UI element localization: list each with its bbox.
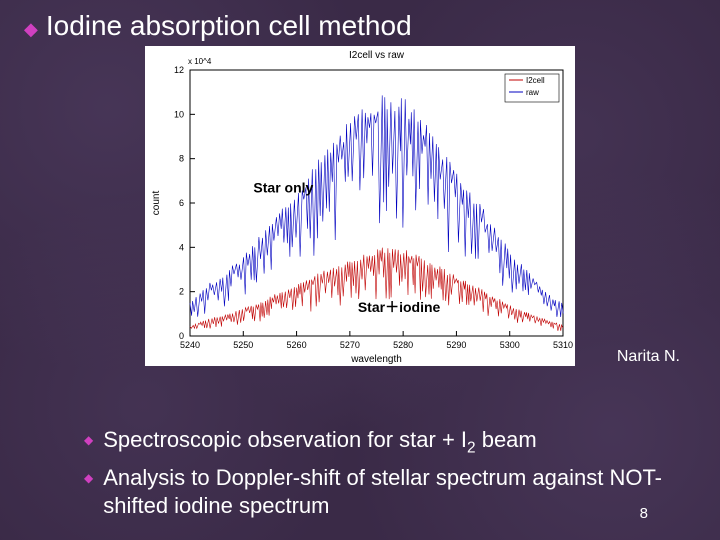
page-number: 8 — [640, 505, 648, 522]
credit-text: Narita N. — [617, 348, 680, 366]
svg-text:5290: 5290 — [446, 340, 466, 350]
svg-text:0: 0 — [179, 331, 184, 341]
diamond-icon: ◆ — [84, 464, 93, 492]
title-row: ◆ Iodine absorption cell method — [24, 10, 696, 42]
svg-text:count: count — [151, 191, 162, 216]
svg-text:5260: 5260 — [287, 340, 307, 350]
diamond-icon: ◆ — [24, 20, 38, 38]
svg-text:wavelength: wavelength — [350, 354, 402, 365]
svg-text:12: 12 — [174, 65, 184, 75]
svg-text:2: 2 — [179, 287, 184, 297]
svg-text:I2cell: I2cell — [526, 76, 545, 85]
svg-text:Star only: Star only — [253, 179, 313, 195]
svg-text:5310: 5310 — [553, 340, 573, 350]
svg-text:4: 4 — [179, 242, 184, 252]
svg-text:8: 8 — [179, 154, 184, 164]
slide: ◆ Iodine absorption cell method 5240 5250… — [0, 0, 720, 540]
bullet-item: ◆ Analysis to Doppler-shift of stellar s… — [84, 464, 696, 520]
diamond-icon: ◆ — [84, 426, 93, 454]
svg-text:raw: raw — [526, 88, 539, 97]
svg-text:5240: 5240 — [180, 340, 200, 350]
slide-title: Iodine absorption cell method — [46, 10, 412, 42]
svg-text:5270: 5270 — [340, 340, 360, 350]
bullet-text: Spectroscopic observation for star + I2 … — [103, 426, 537, 462]
spectrum-chart: 5240 5250 5260 5270 5280 5290 5300 5310 0 2 4 6 8 10 1… — [145, 46, 575, 366]
svg-text:5300: 5300 — [500, 340, 520, 350]
bullet-item: ◆ Spectroscopic observation for star + I… — [84, 426, 696, 462]
svg-text:10: 10 — [174, 109, 184, 119]
svg-text:6: 6 — [179, 198, 184, 208]
svg-text:Star＋iodine: Star＋iodine — [358, 299, 441, 315]
bullet-list: ◆ Spectroscopic observation for star + I… — [24, 426, 696, 520]
svg-text:x 10^4: x 10^4 — [188, 57, 212, 66]
svg-text:5250: 5250 — [233, 340, 253, 350]
chart-svg: 5240 5250 5260 5270 5280 5290 5300 5310 0 2 4 6 8 10 1… — [145, 46, 575, 366]
svg-text:5280: 5280 — [393, 340, 413, 350]
bullet-text: Analysis to Doppler-shift of stellar spe… — [103, 464, 696, 520]
svg-text:I2cell vs raw: I2cell vs raw — [349, 50, 405, 61]
